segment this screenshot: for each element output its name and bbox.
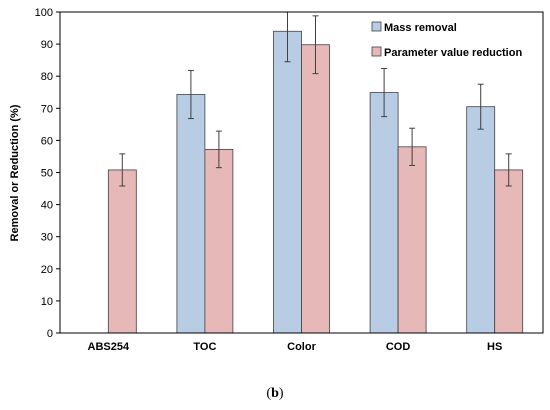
caption-open: (: [266, 386, 272, 401]
bar-parameter-value-reduction-toc: [204, 148, 234, 334]
bar-mass-removal-toc: [176, 94, 206, 334]
error-bar-mass-removal-hs: [477, 83, 484, 130]
x-category-label-cod: COD: [386, 341, 411, 353]
y-tick-label-0: 0: [47, 328, 53, 340]
category-labels: ABS254 TOC Color COD HS: [88, 341, 503, 353]
y-ticks: 0 10 20 30 40 50 60 70 80 90 100: [35, 7, 60, 340]
bar-mass-removal-color: [273, 30, 302, 334]
y-tick-label-60: 60: [41, 135, 53, 147]
figure-caption: (b): [0, 386, 550, 402]
error-bar-parameter-value-reduction-hs: [505, 153, 512, 187]
error-bar-parameter-value-reduction-abs254: [119, 153, 126, 187]
y-tick-label-50: 50: [41, 168, 53, 180]
y-tick-label-80: 80: [41, 71, 53, 83]
legend-swatch-parameter-value-reduction: [371, 46, 382, 57]
legend: Mass removal Parameter value reduction: [371, 21, 522, 59]
caption-close: ): [278, 386, 284, 401]
bar-parameter-value-reduction-abs254: [107, 169, 137, 334]
error-bar-parameter-value-reduction-color: [312, 15, 319, 75]
y-tick-label-20: 20: [41, 264, 53, 276]
legend-label-parameter-value-reduction: Parameter value reduction: [384, 47, 522, 59]
y-axis-title: Removal or Reduction (%): [9, 104, 21, 241]
bar-parameter-value-reduction-color: [301, 44, 330, 334]
bar-chart: Removal or Reduction (%) 0 10 20 30 40 50 60 70…: [9, 7, 544, 353]
bar-parameter-value-reduction-cod: [397, 146, 427, 334]
x-category-label-toc: TOC: [193, 341, 216, 353]
y-tick-label-30: 30: [41, 232, 53, 244]
legend-label-mass-removal: Mass removal: [384, 22, 457, 34]
y-axis-title-group: Removal or Reduction (%): [9, 104, 21, 241]
error-bar-parameter-value-reduction-cod: [409, 127, 416, 166]
x-category-label-abs254: ABS254: [88, 341, 130, 353]
bar-mass-removal-cod: [369, 92, 399, 334]
legend-swatch-mass-removal: [371, 21, 382, 32]
bar-mass-removal-hs: [466, 106, 496, 334]
error-bar-mass-removal-toc: [187, 69, 194, 120]
x-category-label-color: Color: [287, 341, 316, 353]
bars: [107, 30, 524, 334]
caption-letter: b: [271, 386, 279, 401]
plot-frame: [59, 11, 544, 334]
error-bar-parameter-value-reduction-toc: [215, 130, 222, 169]
bar-parameter-value-reduction-hs: [494, 169, 524, 334]
y-tick-label-40: 40: [41, 200, 53, 212]
y-tick-label-10: 10: [41, 296, 53, 308]
y-tick-label-100: 100: [35, 7, 53, 19]
y-tick-label-90: 90: [41, 39, 53, 51]
error-bar-mass-removal-cod: [381, 67, 388, 118]
x-category-label-hs: HS: [487, 341, 502, 353]
axes: [59, 11, 544, 334]
y-tick-label-70: 70: [41, 103, 53, 115]
error-bars: [119, 11, 512, 187]
